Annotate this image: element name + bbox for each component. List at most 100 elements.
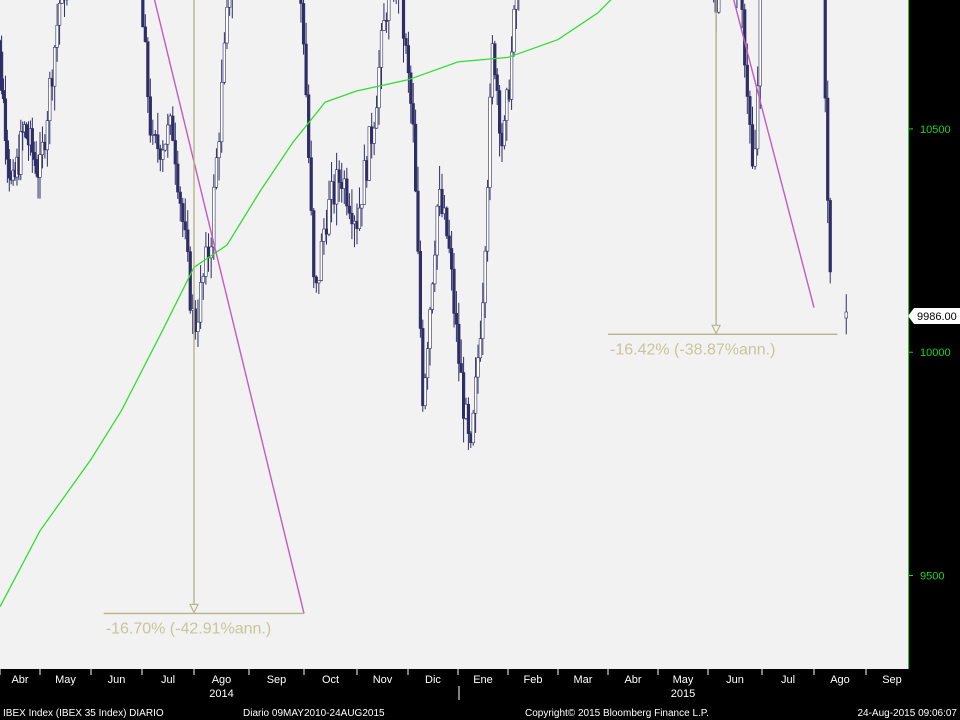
candle-body	[497, 90, 502, 134]
candle-body	[324, 228, 329, 235]
x-year-label: 2015	[671, 688, 695, 700]
candle-body	[449, 248, 454, 270]
candle-body	[717, 0, 721, 13]
x-tick-label: Sep	[267, 674, 287, 686]
candle-body	[435, 205, 439, 256]
candle-body	[452, 268, 456, 314]
candle-body	[758, 0, 762, 87]
candle-body	[222, 42, 226, 83]
candle-body	[404, 38, 408, 46]
candle-body	[342, 178, 346, 189]
candle-body	[750, 124, 755, 167]
candle-body	[440, 189, 444, 215]
candle-body	[143, 26, 147, 42]
candle-body	[156, 134, 160, 150]
candle-body	[372, 127, 376, 144]
drawdown-arrow-head	[711, 324, 722, 335]
candle-body	[225, 6, 229, 44]
candle-body	[181, 203, 185, 222]
candle-body	[161, 149, 165, 160]
candle-body	[314, 276, 318, 284]
candle-body	[32, 151, 36, 160]
candle-body	[416, 190, 420, 252]
moving-average-line	[0, 0, 612, 608]
candle-body	[319, 241, 323, 281]
candle-body	[299, 0, 303, 4]
candle-body	[844, 311, 848, 319]
candle-body	[48, 77, 52, 121]
candle-body	[38, 154, 42, 178]
candle-body	[329, 181, 334, 200]
candle-body	[418, 251, 423, 329]
candle-body	[823, 0, 827, 99]
candle-body	[753, 148, 757, 167]
candle-body	[337, 169, 341, 183]
candle-body	[53, 47, 57, 87]
candle-body	[171, 115, 175, 141]
drawdown-label: -16.42% (-38.87%ann.)	[610, 341, 775, 358]
candle-body	[421, 328, 425, 406]
candle-body	[514, 0, 518, 10]
candle-body	[512, 8, 516, 53]
x-tick-label: Mar	[574, 674, 593, 686]
trendline	[733, 0, 815, 308]
candle-body	[401, 0, 406, 39]
x-tick-label: Ene	[473, 674, 493, 686]
candle-body	[148, 96, 152, 136]
candle-body	[204, 246, 208, 277]
x-tick-label: Feb	[524, 674, 543, 686]
x-tick-label: Dic	[425, 674, 441, 686]
x-tick-label: Ago	[830, 674, 850, 686]
candle-body	[826, 97, 830, 201]
candle-body	[478, 338, 483, 359]
candle-body	[0, 51, 4, 91]
candle-body	[186, 229, 190, 252]
candle-body	[217, 141, 221, 159]
candle-body	[481, 302, 485, 339]
candle-body	[384, 20, 388, 22]
y-tick-label: 10000	[920, 347, 951, 359]
candle-body	[176, 163, 180, 193]
right-axis-panel	[908, 0, 960, 720]
candle-body	[360, 204, 364, 209]
x-tick-label: Abr	[624, 674, 641, 686]
candle-body	[413, 123, 418, 192]
candle-body	[220, 81, 224, 143]
candle-body	[322, 228, 326, 242]
candle-body	[509, 51, 514, 100]
candle-body	[307, 94, 311, 158]
candle-body	[352, 220, 357, 225]
candle-body	[745, 64, 749, 97]
candle-body	[483, 250, 487, 304]
candle-body	[454, 313, 459, 325]
candle-body	[748, 96, 752, 125]
candle-body	[34, 159, 38, 174]
candle-body	[445, 207, 449, 237]
candle-body	[173, 140, 177, 165]
candle-body	[146, 41, 150, 98]
x-tick-label: Jul	[781, 674, 795, 686]
candle-body	[0, 40, 2, 53]
candle-body	[57, 3, 62, 26]
candle-body	[473, 376, 478, 414]
drawdown-label: -16.70% (-42.91%ann.)	[106, 620, 271, 637]
candle-body	[228, 0, 232, 8]
last-value-labels: 10919.489986.00	[908, 308, 960, 325]
candle-body	[457, 323, 461, 364]
candle-body	[387, 0, 391, 21]
candle-body	[347, 205, 351, 214]
footer-copyright: Copyright© 2015 Bloomberg Finance L.P.	[525, 708, 709, 719]
candle-body	[459, 363, 463, 373]
candle-body	[60, 0, 64, 4]
x-tick-label: Abr	[11, 674, 28, 686]
candle-body	[411, 103, 415, 125]
candle-body	[447, 235, 451, 249]
candle-body	[377, 67, 381, 109]
candle-body	[201, 276, 205, 283]
candle-body	[367, 126, 371, 181]
candle-body	[350, 212, 354, 225]
footer-left: IBEX Index (IBEX 35 Index) DIARIO	[3, 708, 164, 719]
candle-body	[466, 403, 471, 434]
x-tick-label: May	[673, 674, 694, 686]
